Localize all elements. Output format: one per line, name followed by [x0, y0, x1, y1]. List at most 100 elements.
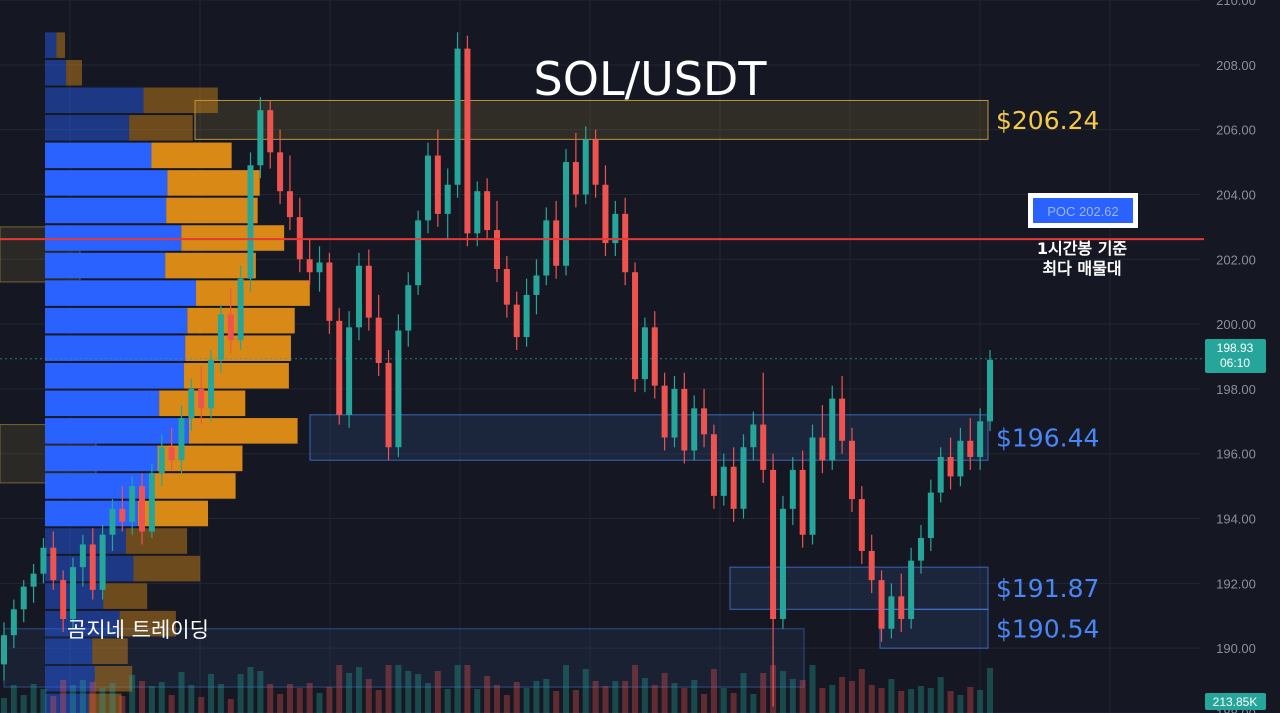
- candle-body: [770, 469, 777, 620]
- candle-body: [484, 191, 491, 231]
- volume-bar: [89, 682, 96, 713]
- volume-bar: [30, 684, 37, 713]
- poc-note-line2: 최다 매물대: [1042, 259, 1121, 278]
- volume-bar: [227, 699, 234, 713]
- reference-lines: [0, 238, 1210, 360]
- candle-body: [158, 447, 165, 474]
- volume-bar: [267, 684, 274, 713]
- volume-profile-bar-buy: [45, 555, 134, 582]
- price-zone: [729, 566, 989, 610]
- volume-bar: [129, 675, 136, 713]
- candle-body: [70, 567, 77, 620]
- volume-profile-bar-buy: [45, 170, 168, 196]
- candle-body: [237, 278, 244, 341]
- volume-profile-bar-sell: [167, 170, 260, 196]
- candle-body: [188, 388, 195, 419]
- candle-body: [168, 447, 175, 461]
- volume-bar: [424, 683, 431, 713]
- candle-body: [326, 262, 333, 321]
- volume-bar: [454, 665, 461, 713]
- volume-bar: [415, 674, 422, 713]
- candle-body: [424, 155, 431, 221]
- candle-body: [336, 320, 343, 415]
- volume-profile-bar-buy: [45, 666, 95, 692]
- volume-profile-bar-buy: [45, 473, 154, 499]
- volume-bar: [375, 690, 382, 713]
- volume-bar: [592, 681, 599, 713]
- candle-body: [730, 466, 737, 509]
- price-tick-label: 190.00: [1216, 641, 1256, 656]
- price-axis[interactable]: 188.00190.00192.00194.00196.00198.00200.…: [1216, 0, 1256, 713]
- price-tick-label: 204.00: [1216, 187, 1256, 202]
- volume-profile-bar-sell: [66, 59, 82, 86]
- volume-bar: [878, 688, 885, 713]
- watermark-text: 곰지네 트레이딩: [67, 618, 209, 642]
- volume-profile-bar-buy: [45, 225, 182, 251]
- volume-profile-bar-sell: [133, 555, 201, 582]
- candle-body: [789, 469, 796, 509]
- volume-bar: [168, 695, 175, 713]
- volume-bar: [346, 673, 353, 713]
- candle-body: [612, 213, 619, 244]
- volume-badge-bg: [1205, 693, 1266, 710]
- volume-bar: [701, 694, 708, 713]
- volume-bar: [967, 687, 974, 713]
- price-tick-label: 200.00: [1216, 317, 1256, 332]
- candle-body: [109, 508, 116, 535]
- volume-profile-bar-sell: [143, 87, 218, 114]
- volume-bar: [582, 669, 589, 713]
- last-price-countdown: 06:10: [1220, 356, 1250, 370]
- price-tick-label: 198.00: [1216, 382, 1256, 397]
- candle-body: [957, 440, 964, 477]
- candle-body: [198, 388, 205, 409]
- volume-bar: [957, 695, 964, 713]
- volume-badge: 213.85K: [1205, 693, 1266, 710]
- candle-body: [503, 268, 510, 305]
- volume-bar: [484, 676, 491, 713]
- candle-body: [829, 398, 836, 461]
- price-zone-label: $191.87: [996, 574, 1099, 603]
- candle-body: [523, 294, 530, 338]
- volume-profile-bar-sell: [184, 362, 289, 389]
- candle-body: [799, 469, 806, 535]
- volume-bar: [612, 681, 619, 713]
- price-tick-label: 196.00: [1216, 447, 1256, 462]
- volume-bar: [691, 680, 698, 713]
- volume-bar: [563, 665, 570, 713]
- volume-bar: [296, 688, 303, 713]
- candle-body: [60, 580, 67, 620]
- price-tick-label: 194.00: [1216, 512, 1256, 527]
- volume-bar: [99, 688, 106, 713]
- candle-body: [572, 162, 579, 195]
- candle-body: [848, 440, 855, 500]
- candle-body: [651, 327, 658, 386]
- candle-body: [444, 184, 451, 214]
- candle-body: [139, 486, 146, 532]
- candle-body: [819, 437, 826, 461]
- candle-body: [553, 220, 560, 266]
- candle-body: [977, 421, 984, 457]
- volume-bar: [977, 690, 984, 713]
- candlesticks: [1, 32, 993, 707]
- price-zone-label: $196.44: [996, 424, 1099, 453]
- candle-body: [888, 596, 895, 629]
- price-zone-label: $190.54: [996, 615, 1099, 644]
- volume-bar: [917, 686, 924, 713]
- candle-body: [533, 275, 540, 295]
- poc-label-box: [1033, 198, 1133, 223]
- volume-bar: [355, 667, 362, 713]
- volume-bar: [937, 677, 944, 713]
- volume-bar: [198, 697, 205, 713]
- volume-bar: [898, 691, 905, 713]
- volume-bar: [1, 698, 7, 713]
- volume-profile-bar-sell: [195, 280, 310, 306]
- price-zone: [879, 608, 989, 649]
- volume-bar: [809, 665, 816, 713]
- volume-bar: [474, 689, 481, 713]
- volume-bar: [947, 691, 954, 713]
- candle-body: [622, 213, 629, 273]
- volume-bar: [681, 688, 688, 713]
- volume-bar: [730, 693, 737, 713]
- volume-profile-bar-sell: [166, 197, 258, 224]
